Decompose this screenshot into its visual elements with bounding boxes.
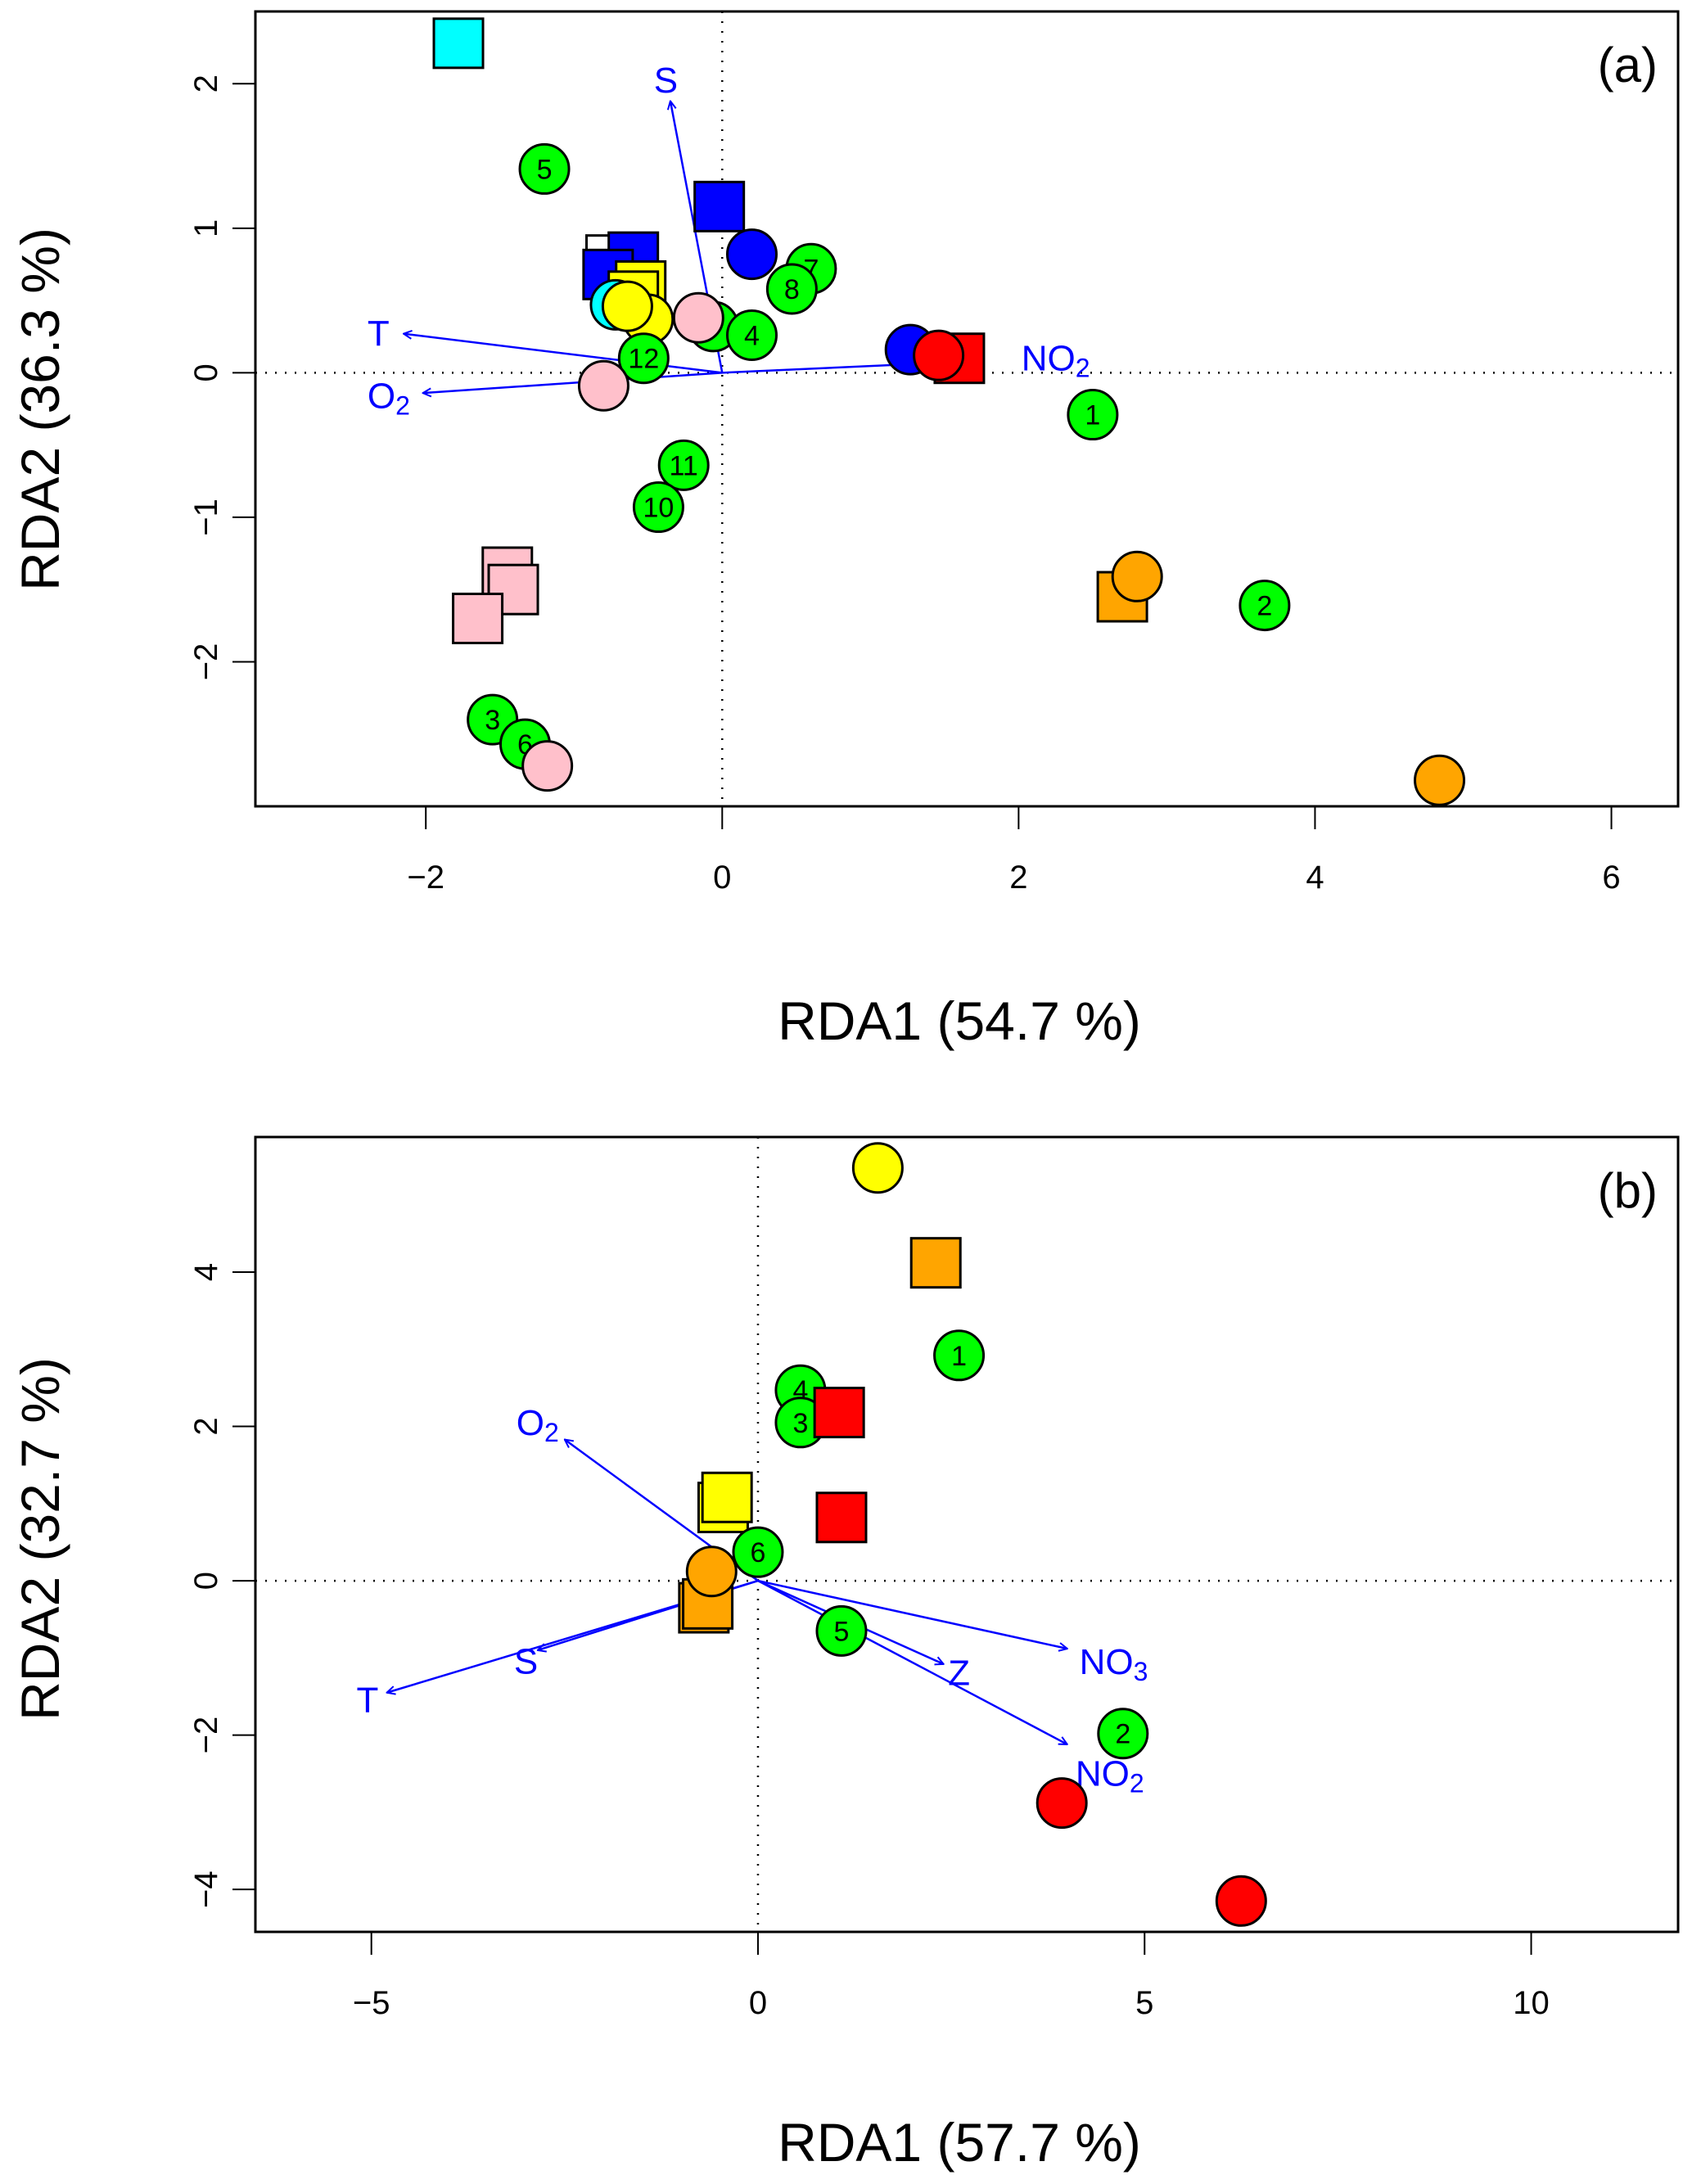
panel-b-point-square [813, 1387, 865, 1439]
panel-a-point-label: 2 [1257, 591, 1272, 622]
panel-b-y-tick-label: 4 [188, 1263, 224, 1281]
panel-a-point-circle [913, 329, 965, 381]
panel-b-y-axis-title: RDA2 (32.7 %) [10, 1357, 70, 1721]
panel-a-plot-frame [254, 10, 1680, 808]
panel-a-reference-lines [255, 11, 1678, 806]
panel-b-y-tick-label: 2 [188, 1417, 224, 1435]
panel-b-vector-label-o2: O2 [517, 1402, 559, 1447]
panel-a-x-tick-label: 4 [1306, 860, 1324, 896]
panel-a-vector-o2 [423, 372, 723, 393]
panel-a-point-circle [617, 332, 670, 385]
panel-a-point-label: 11 [670, 450, 698, 481]
panel-a-point-circle [521, 740, 574, 792]
panel-b-x-tick-label: 0 [749, 1985, 767, 2021]
panel-a-vector-label-no2: NO2 [1022, 338, 1090, 383]
panel-b-axes: −5 0 5 10 −4 −2 0 2 4 [188, 1135, 1680, 2021]
panel-a-x-tick-label: 2 [1009, 860, 1027, 896]
panel-a-label: (a) [1598, 38, 1658, 93]
panel-a-x-tick-label: 6 [1602, 860, 1620, 896]
panel-b-x-tick-label: 10 [1513, 1985, 1550, 2021]
panel-a-y-tick-label: −2 [188, 643, 224, 681]
panel-a-point-square [452, 592, 504, 644]
panel-b-vector-label-no2: NO2 [1076, 1753, 1144, 1798]
panel-a-point-label: 1 [1085, 400, 1100, 431]
panel-a-point-circle [632, 481, 684, 534]
panel-b-vector-label-no3: NO3 [1080, 1642, 1148, 1687]
panel-a-point-square [693, 180, 746, 232]
panel-b-point-circle [851, 1142, 904, 1194]
panel-b-point-label: 1 [951, 1341, 967, 1372]
panel-b-label: (b) [1598, 1163, 1658, 1218]
panel-b-point-square [701, 1471, 753, 1523]
panel-a-point-label: 3 [485, 705, 500, 736]
panel-a-point-label: 10 [643, 493, 675, 524]
panel-b-point-label: 5 [834, 1616, 850, 1647]
panel-a-y-axis-title: RDA2 (36.3 %) [10, 228, 70, 591]
panel-a-point-circle [725, 309, 778, 361]
panel-b-point-circle [1036, 1777, 1088, 1830]
panel-a-point-circle [725, 228, 778, 281]
panel-a-vector-label-s: S [654, 61, 678, 101]
panel-b-point-circle [685, 1545, 738, 1598]
panel-b-point-square [815, 1491, 868, 1544]
panel-b-y-tick-label: −2 [188, 1717, 224, 1754]
panel-a-x-tick-label: 0 [713, 860, 731, 896]
panel-a-point-circle [657, 439, 710, 491]
panel-a-vector-t [404, 334, 723, 374]
panel-a-points: 578941211110236 [432, 17, 1466, 806]
panel-b-point-circle [732, 1526, 784, 1578]
panel-a-point-label: 5 [537, 154, 553, 185]
panel-a-point-circle [1414, 754, 1466, 806]
panel-b-x-axis-title: RDA1 (57.7 %) [778, 2112, 1141, 2173]
panel-b-vector-label-t: T [357, 1681, 379, 1721]
panel-a-x-axis-title: RDA1 (54.7 %) [778, 990, 1141, 1051]
panel-b-reference-lines [255, 1137, 1678, 1932]
panel-b-point-circle [933, 1329, 986, 1382]
panel-a-y-tick-label: 0 [188, 363, 224, 381]
panel-a-vector-label-o2: O2 [368, 376, 410, 421]
panel-a-point-label: 4 [744, 320, 760, 351]
panel-a-point-square [432, 17, 485, 70]
panel-a-point-label: 8 [784, 274, 800, 305]
panel-a-y-tick-label: 1 [188, 219, 224, 237]
panel-b-point-label: 6 [751, 1537, 766, 1568]
panel-b-y-tick-label: 0 [188, 1572, 224, 1590]
panel-a-vector-label-t: T [368, 314, 390, 354]
panel-b-x-tick-label: 5 [1135, 1985, 1153, 2021]
panel-b-plot-frame [254, 1135, 1680, 1934]
panel-a-x-tick-label: −2 [407, 860, 444, 896]
panel-b-y-tick-label: −4 [188, 1870, 224, 1908]
panel-b-point-circle [1097, 1708, 1149, 1760]
panel-b-vector-no2 [757, 1579, 1067, 1746]
panel-a-point-circle [765, 263, 818, 315]
panel-b-point-label: 3 [792, 1408, 808, 1439]
panel-a-point-circle [577, 359, 629, 412]
panel-b-point-square [909, 1237, 962, 1289]
panel-b-x-tick-label: −5 [353, 1985, 390, 2021]
panel-a-point-circle [672, 291, 724, 344]
panel-a-y-tick-label: −1 [188, 499, 224, 536]
panel-a-y-tick-label: 2 [188, 74, 224, 93]
panel-b-point-circle [1215, 1875, 1267, 1927]
panel-a-point-circle [1111, 550, 1163, 602]
panel-a-point-circle [518, 142, 571, 195]
panel-b-point-circle [815, 1604, 868, 1657]
panel-b-point-label: 2 [1115, 1719, 1130, 1750]
panel-b-vector-no3 [757, 1579, 1067, 1649]
panel-a-point-circle [601, 280, 653, 332]
panel-a-point-label: 12 [628, 344, 659, 375]
panel-a-point-circle [1067, 389, 1119, 441]
panel-a-point-circle [1239, 580, 1291, 632]
